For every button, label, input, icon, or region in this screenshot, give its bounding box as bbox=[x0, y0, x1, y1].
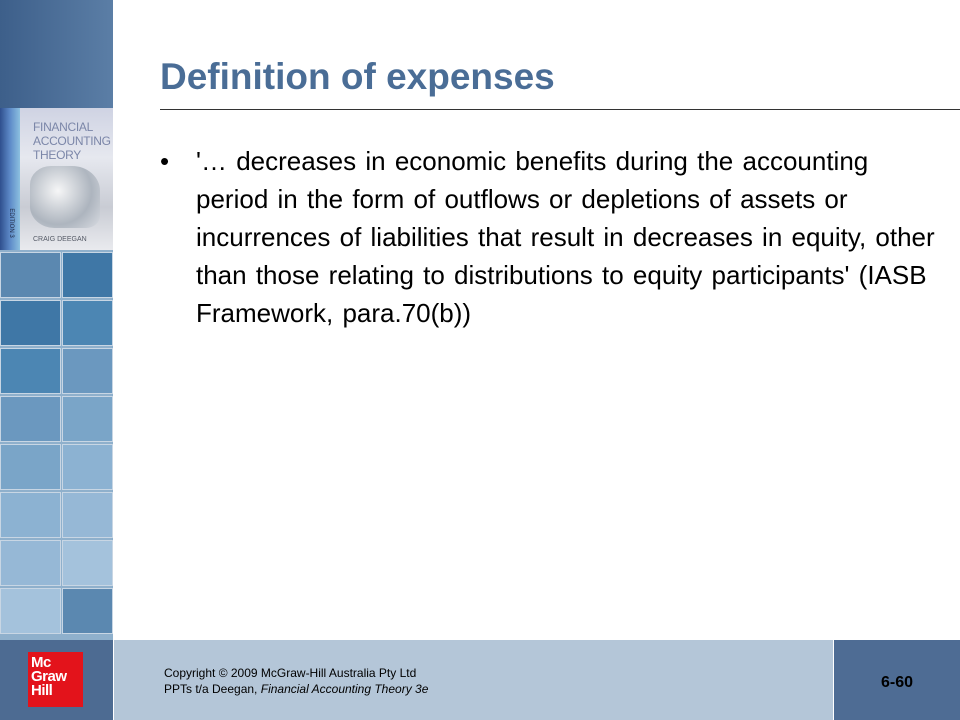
footer-band bbox=[114, 640, 833, 720]
cover-spine bbox=[0, 108, 20, 250]
sidebar-tile bbox=[62, 348, 113, 394]
cover-ice-image bbox=[30, 166, 100, 228]
sidebar-tile bbox=[0, 252, 61, 298]
book-cover-image: FINANCIAL ACCOUNTING THEORY EDITION 3 CRAI… bbox=[0, 108, 113, 250]
sidebar-tile bbox=[62, 588, 113, 634]
sidebar-tile bbox=[62, 444, 113, 490]
footer-number-area bbox=[834, 640, 960, 720]
copyright-line: Copyright © 2009 McGraw-Hill Australia P… bbox=[164, 666, 417, 680]
sidebar-tile bbox=[0, 396, 61, 442]
sidebar-tile bbox=[62, 396, 113, 442]
slide-number: 6-60 bbox=[880, 674, 914, 691]
bullet-text: '… decreases in economic benefits during… bbox=[196, 146, 935, 328]
sidebar-tile bbox=[0, 348, 61, 394]
book-title: Financial Accounting Theory 3e bbox=[260, 682, 429, 696]
sidebar-tile bbox=[62, 252, 113, 298]
sidebar-tile bbox=[0, 444, 61, 490]
sidebar-tile bbox=[0, 492, 61, 538]
sidebar-tile bbox=[62, 492, 113, 538]
slide-title: Definition of expenses bbox=[160, 56, 555, 97]
ppt-credit: PPTs t/a Deegan, bbox=[164, 682, 261, 696]
sidebar-tile bbox=[0, 540, 61, 586]
sidebar-tile bbox=[0, 588, 61, 634]
bullet-marker: • bbox=[160, 146, 170, 176]
cover-title: FINANCIAL ACCOUNTING THEORY bbox=[33, 120, 111, 162]
sidebar-tile bbox=[62, 540, 113, 586]
sidebar-tile bbox=[62, 300, 113, 346]
sidebar-top-band bbox=[0, 0, 113, 108]
footer-copyright: Copyright © 2009 McGraw-Hill Australia P… bbox=[164, 665, 428, 697]
title-divider bbox=[160, 109, 960, 110]
cover-author: CRAIG DEEGAN bbox=[33, 236, 87, 243]
cover-edition: EDITION 3 bbox=[8, 208, 14, 238]
mcgraw-hill-logo: Mc Graw Hill bbox=[28, 652, 83, 707]
sidebar-tile bbox=[0, 300, 61, 346]
